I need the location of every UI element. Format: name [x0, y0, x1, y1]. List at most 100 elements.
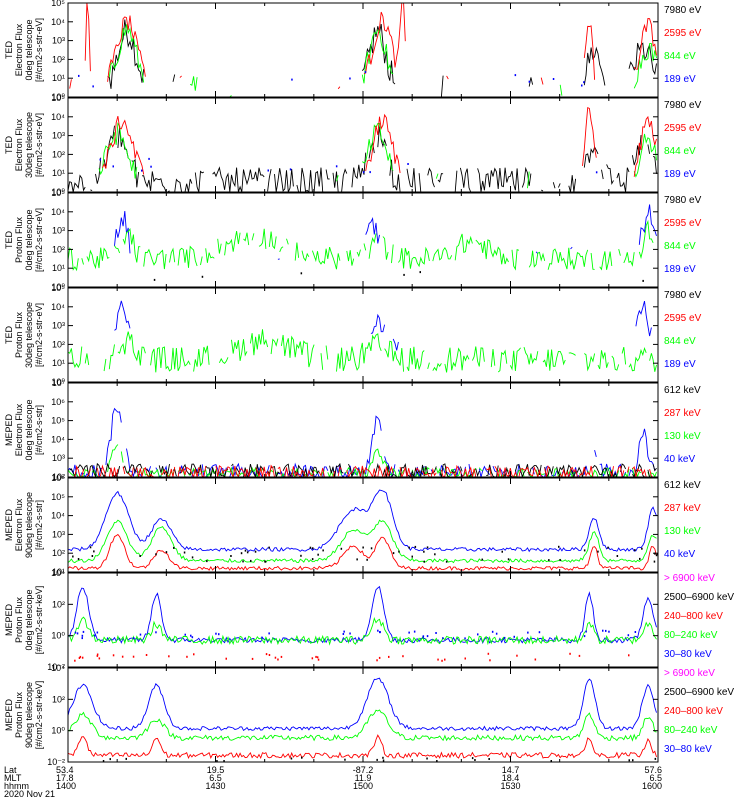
data-point — [608, 630, 610, 633]
series-line — [67, 585, 657, 644]
data-point — [121, 655, 124, 658]
series-line — [67, 677, 657, 732]
data-point — [641, 547, 643, 550]
y-axis-label: TED — [4, 40, 14, 59]
y-axis-label: MEPED — [4, 509, 14, 542]
data-point — [434, 553, 436, 556]
y-tick-label: 10² — [52, 694, 65, 704]
y-tick-label: 10⁵ — [51, 188, 65, 198]
y-axis-label: Electron Flux — [14, 23, 24, 76]
data-point — [507, 558, 510, 561]
data-point — [173, 546, 175, 549]
data-point — [559, 559, 561, 562]
data-point — [89, 546, 92, 549]
data-point — [578, 654, 581, 657]
data-point — [474, 759, 476, 761]
series-red — [67, 533, 657, 571]
data-point — [550, 760, 552, 762]
data-point — [93, 634, 96, 637]
series-line — [67, 407, 656, 479]
y-axis-label: [#/cm2-s-str-eV] — [34, 208, 44, 272]
data-point — [267, 169, 269, 172]
x-tick-lat: -87.2 — [353, 765, 374, 775]
y-axis-label: [#/cm2-s-str-keV] — [34, 681, 44, 750]
y-axis-label: Proton Flux — [14, 691, 24, 738]
data-point — [583, 635, 586, 638]
data-point — [382, 759, 385, 762]
data-point — [246, 551, 249, 554]
date-label: 2020 Nov 21 — [4, 789, 55, 799]
data-point — [268, 632, 270, 635]
data-point — [538, 631, 541, 634]
y-tick-label: 10⁵ — [51, 416, 65, 426]
data-point — [489, 659, 491, 662]
x-tick-mlt: 6.5 — [209, 773, 222, 783]
data-point — [423, 550, 425, 553]
y-axis-label: 0deg telescope — [24, 209, 34, 270]
data-point — [218, 633, 220, 636]
data-point — [349, 77, 351, 80]
data-point — [322, 549, 324, 552]
data-point — [366, 558, 368, 561]
data-point — [96, 631, 99, 634]
data-point — [74, 659, 76, 662]
data-point — [112, 165, 114, 168]
legend-entry: 844 eV — [664, 51, 696, 62]
series-red — [69, 2, 657, 90]
legend-entry: 240–800 keV — [664, 706, 723, 717]
y-tick-label: 10¹ — [52, 567, 65, 577]
data-point — [487, 652, 490, 655]
y-tick-label: 10⁵ — [51, 492, 65, 502]
row-label-mlt: MLT — [4, 773, 22, 783]
data-point — [79, 655, 82, 658]
data-point — [407, 163, 409, 165]
panel-frame — [67, 667, 659, 763]
y-tick-label: 10² — [52, 472, 65, 482]
series-line — [67, 533, 657, 571]
series-blue — [67, 407, 656, 479]
y-tick-label: 10⁰ — [51, 187, 65, 197]
data-point — [240, 552, 243, 555]
series-blue — [74, 629, 637, 640]
data-point — [309, 546, 312, 549]
data-point — [251, 657, 254, 660]
legend-entry: 844 eV — [664, 336, 696, 347]
data-point — [514, 74, 517, 77]
data-point — [501, 550, 503, 553]
data-point — [153, 278, 156, 281]
data-point — [216, 760, 218, 762]
legend-entry: 844 eV — [664, 241, 696, 252]
data-point — [133, 637, 135, 640]
data-point — [264, 560, 267, 563]
y-tick-label: 10⁰ — [51, 282, 65, 292]
data-point — [503, 636, 506, 639]
data-point — [422, 635, 425, 638]
data-point — [291, 78, 293, 81]
data-point — [77, 558, 80, 560]
series-blue — [99, 157, 598, 174]
data-point — [464, 637, 466, 640]
data-point — [155, 553, 157, 556]
x-tick-lat: 53.4 — [56, 765, 74, 775]
data-point — [148, 157, 150, 160]
y-axis-label: Electron Flux — [14, 118, 24, 171]
y-tick-label: 10⁻² — [47, 757, 65, 767]
data-point — [414, 545, 417, 548]
data-point — [370, 547, 373, 550]
data-point — [595, 171, 598, 174]
data-point — [244, 549, 247, 552]
data-point — [225, 657, 227, 660]
data-point — [442, 637, 444, 640]
legend-entry: 189 eV — [664, 264, 696, 275]
data-point — [426, 635, 429, 638]
data-point — [516, 654, 518, 657]
panel-4: 10⁰ 10¹ 10² 10³ 10⁴ 10⁵ TED Proton Flux 30deg te… — [4, 283, 702, 387]
data-point — [78, 657, 81, 659]
data-point — [98, 657, 101, 660]
data-point — [112, 654, 115, 657]
y-tick-label: 10² — [52, 149, 65, 159]
legend-entry: 612 keV — [664, 385, 701, 396]
legend-entry: 2595 eV — [664, 123, 702, 134]
y-tick-label: 10⁴ — [51, 207, 65, 217]
